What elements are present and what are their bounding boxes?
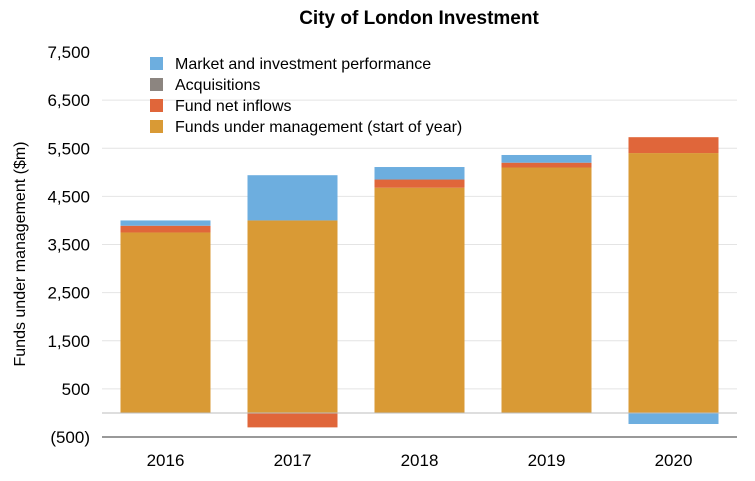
bar-2019-market-and-investment-performance xyxy=(501,154,592,163)
y-tick-label: 4,500 xyxy=(47,187,90,206)
bar-2018-market-and-investment-performance xyxy=(374,167,465,180)
y-tick-label: 7,500 xyxy=(47,43,90,62)
x-tick-label: 2016 xyxy=(147,451,185,470)
legend-swatch xyxy=(150,99,163,112)
y-tick-label: 1,500 xyxy=(47,332,90,351)
bar-2017-fund-net-inflows xyxy=(247,412,338,428)
bar-2016-funds-under-management-start-of-year xyxy=(120,232,211,413)
legend-label: Market and investment performance xyxy=(175,56,431,73)
bar-2016-market-and-investment-performance xyxy=(120,220,211,226)
bar-2020-fund-net-inflows xyxy=(628,137,719,154)
y-tick-label: 2,500 xyxy=(47,284,90,303)
legend-label: Acquisitions xyxy=(175,77,260,94)
legend-swatch xyxy=(150,57,163,70)
y-tick-label: (500) xyxy=(50,428,90,447)
bar-2017-market-and-investment-performance xyxy=(247,175,338,221)
bar-2017-funds-under-management-start-of-year xyxy=(247,220,338,413)
bar-2016-fund-net-inflows xyxy=(120,225,211,233)
legend-label: Fund net inflows xyxy=(175,98,292,115)
chart-title: City of London Investment xyxy=(299,8,539,29)
y-tick-label: 6,500 xyxy=(47,91,90,110)
y-tick-label: 3,500 xyxy=(47,236,90,255)
bar-2018-funds-under-management-start-of-year xyxy=(374,187,465,413)
y-tick-label: 500 xyxy=(62,380,90,399)
y-tick-label: 5,500 xyxy=(47,139,90,158)
legend-swatch xyxy=(150,120,163,133)
x-tick-label: 2020 xyxy=(655,451,693,470)
bar-2020-funds-under-management-start-of-year xyxy=(628,153,719,413)
legend-label: Funds under management (start of year) xyxy=(175,119,462,136)
bar-2018-fund-net-inflows xyxy=(374,179,465,188)
legend: Market and investment performance Acquisi… xyxy=(150,56,462,136)
bar-2020-market-and-investment-performance xyxy=(628,412,719,425)
bar-2019-fund-net-inflows xyxy=(501,162,592,168)
bar-2019-funds-under-management-start-of-year xyxy=(501,167,592,413)
y-tick-labels: (500) 500 1,500 2,500 3,500 4,500 5,500 6,500 7,… xyxy=(47,43,90,447)
bars xyxy=(120,137,719,428)
x-tick-label: 2019 xyxy=(528,451,566,470)
y-axis-label: Funds under management ($m) xyxy=(12,142,29,367)
x-tick-label: 2018 xyxy=(401,451,439,470)
x-tick-label: 2017 xyxy=(274,451,312,470)
x-tick-labels: 2016 2017 2018 2019 2020 xyxy=(147,451,693,470)
legend-swatch xyxy=(150,78,163,91)
